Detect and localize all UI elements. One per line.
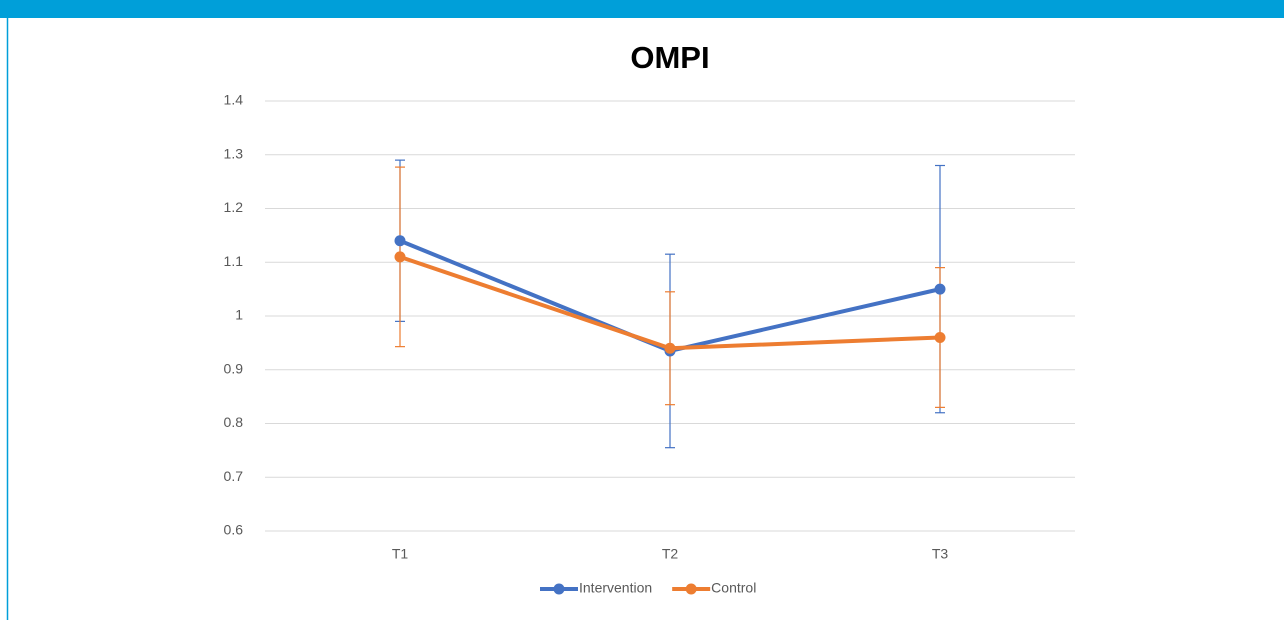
y-tick-label: 1.2 — [224, 199, 244, 215]
y-tick-label: 1.3 — [224, 145, 244, 161]
y-tick-label: 0.6 — [224, 522, 244, 538]
y-tick-label: 1.4 — [224, 92, 244, 108]
marker — [394, 235, 406, 247]
marker — [664, 342, 676, 354]
y-tick-label: 1.1 — [224, 253, 244, 269]
x-tick-label: T3 — [932, 546, 949, 562]
legend-marker — [685, 583, 697, 595]
x-tick-label: T1 — [392, 546, 409, 562]
legend-marker — [553, 583, 565, 595]
y-tick-label: 0.9 — [224, 360, 244, 376]
y-tick-label: 0.7 — [224, 468, 244, 484]
legend-label: Intervention — [579, 580, 652, 596]
marker — [934, 283, 946, 295]
y-tick-label: 0.8 — [224, 414, 244, 430]
x-tick-label: T2 — [662, 546, 679, 562]
marker — [934, 332, 946, 343]
chart-title: OMPI — [630, 40, 709, 75]
marker — [394, 251, 406, 263]
banner — [0, 0, 1284, 18]
y-tick-label: 1 — [235, 307, 243, 323]
legend-label: Control — [711, 580, 756, 596]
